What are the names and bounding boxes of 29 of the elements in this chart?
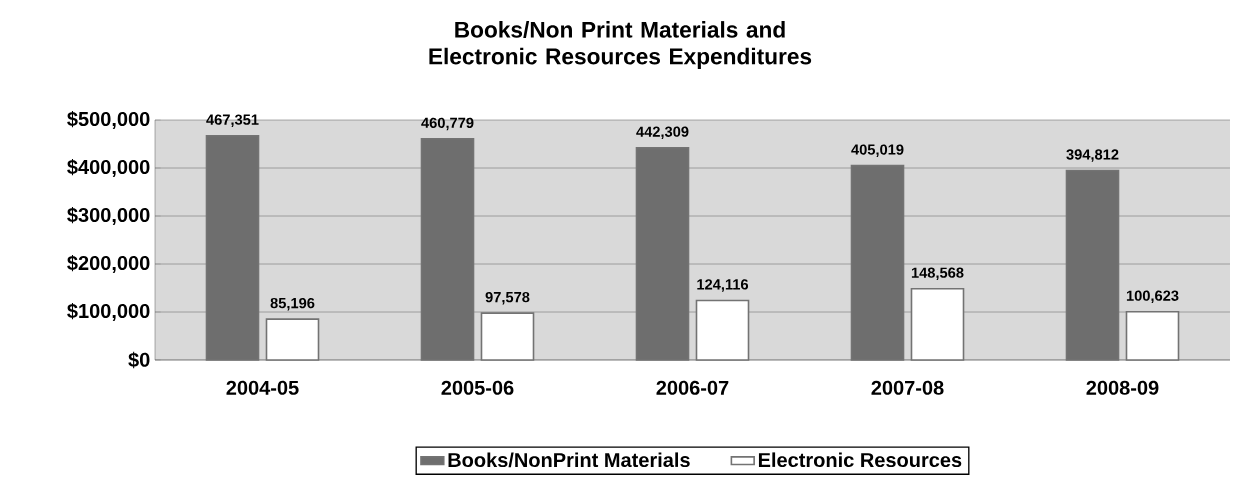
data-label: 394,812 (1066, 149, 1119, 162)
data-label: 405,019 (851, 144, 904, 157)
legend-label: Electronic Resources (758, 452, 962, 468)
data-label: 467,351 (206, 114, 259, 127)
y-tick-label: $200,000 (67, 255, 150, 273)
data-label: 124,116 (697, 279, 749, 292)
data-label: 460,779 (421, 117, 474, 131)
chart-title: Books/Non Print Materials and Electronic Resources Expenditures (429, 21, 812, 69)
y-tick-label: $500,000 (67, 111, 150, 129)
legend-label: Books/NonPrint Materials (448, 452, 690, 468)
bar (1125, 310, 1180, 361)
data-label: 100,623 (1126, 290, 1179, 303)
bar (695, 299, 750, 361)
y-tick-label: $0 (128, 351, 150, 369)
data-label: 442,309 (636, 126, 689, 139)
x-tick-label: 2006-07 (656, 380, 729, 395)
data-label: 85,196 (270, 297, 315, 311)
bar (265, 318, 320, 361)
y-tick-label: $300,000 (67, 207, 150, 225)
data-label: 148,568 (911, 267, 964, 280)
bar (910, 287, 965, 361)
x-tick-label: 2005-06 (441, 380, 514, 395)
y-tick-label: $100,000 (67, 303, 150, 321)
x-tick-label: 2007-08 (871, 380, 944, 395)
bar (480, 312, 535, 361)
x-tick-label: 2004-05 (226, 380, 299, 395)
y-tick-label: $400,000 (67, 159, 150, 177)
data-label: 97,578 (485, 291, 530, 305)
x-tick-label: 2008-09 (1086, 380, 1159, 395)
